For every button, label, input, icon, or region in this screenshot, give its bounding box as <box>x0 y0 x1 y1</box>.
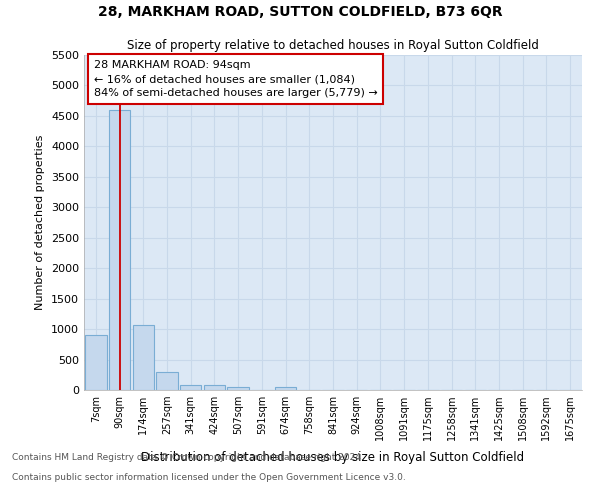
X-axis label: Distribution of detached houses by size in Royal Sutton Coldfield: Distribution of detached houses by size … <box>142 452 524 464</box>
Text: Contains public sector information licensed under the Open Government Licence v3: Contains public sector information licen… <box>12 472 406 482</box>
Text: Contains HM Land Registry data © Crown copyright and database right 2024.: Contains HM Land Registry data © Crown c… <box>12 452 364 462</box>
Bar <box>109 110 130 390</box>
Title: Size of property relative to detached houses in Royal Sutton Coldfield: Size of property relative to detached ho… <box>127 40 539 52</box>
Text: 28 MARKHAM ROAD: 94sqm
← 16% of detached houses are smaller (1,084)
84% of semi-: 28 MARKHAM ROAD: 94sqm ← 16% of detached… <box>94 60 378 98</box>
Bar <box>85 335 107 390</box>
Bar <box>227 386 249 390</box>
Text: 28, MARKHAM ROAD, SUTTON COLDFIELD, B73 6QR: 28, MARKHAM ROAD, SUTTON COLDFIELD, B73 … <box>98 5 502 19</box>
Bar <box>275 386 296 390</box>
Bar <box>204 386 225 390</box>
Bar <box>180 385 202 390</box>
Bar <box>157 372 178 390</box>
Bar <box>133 324 154 390</box>
Y-axis label: Number of detached properties: Number of detached properties <box>35 135 46 310</box>
